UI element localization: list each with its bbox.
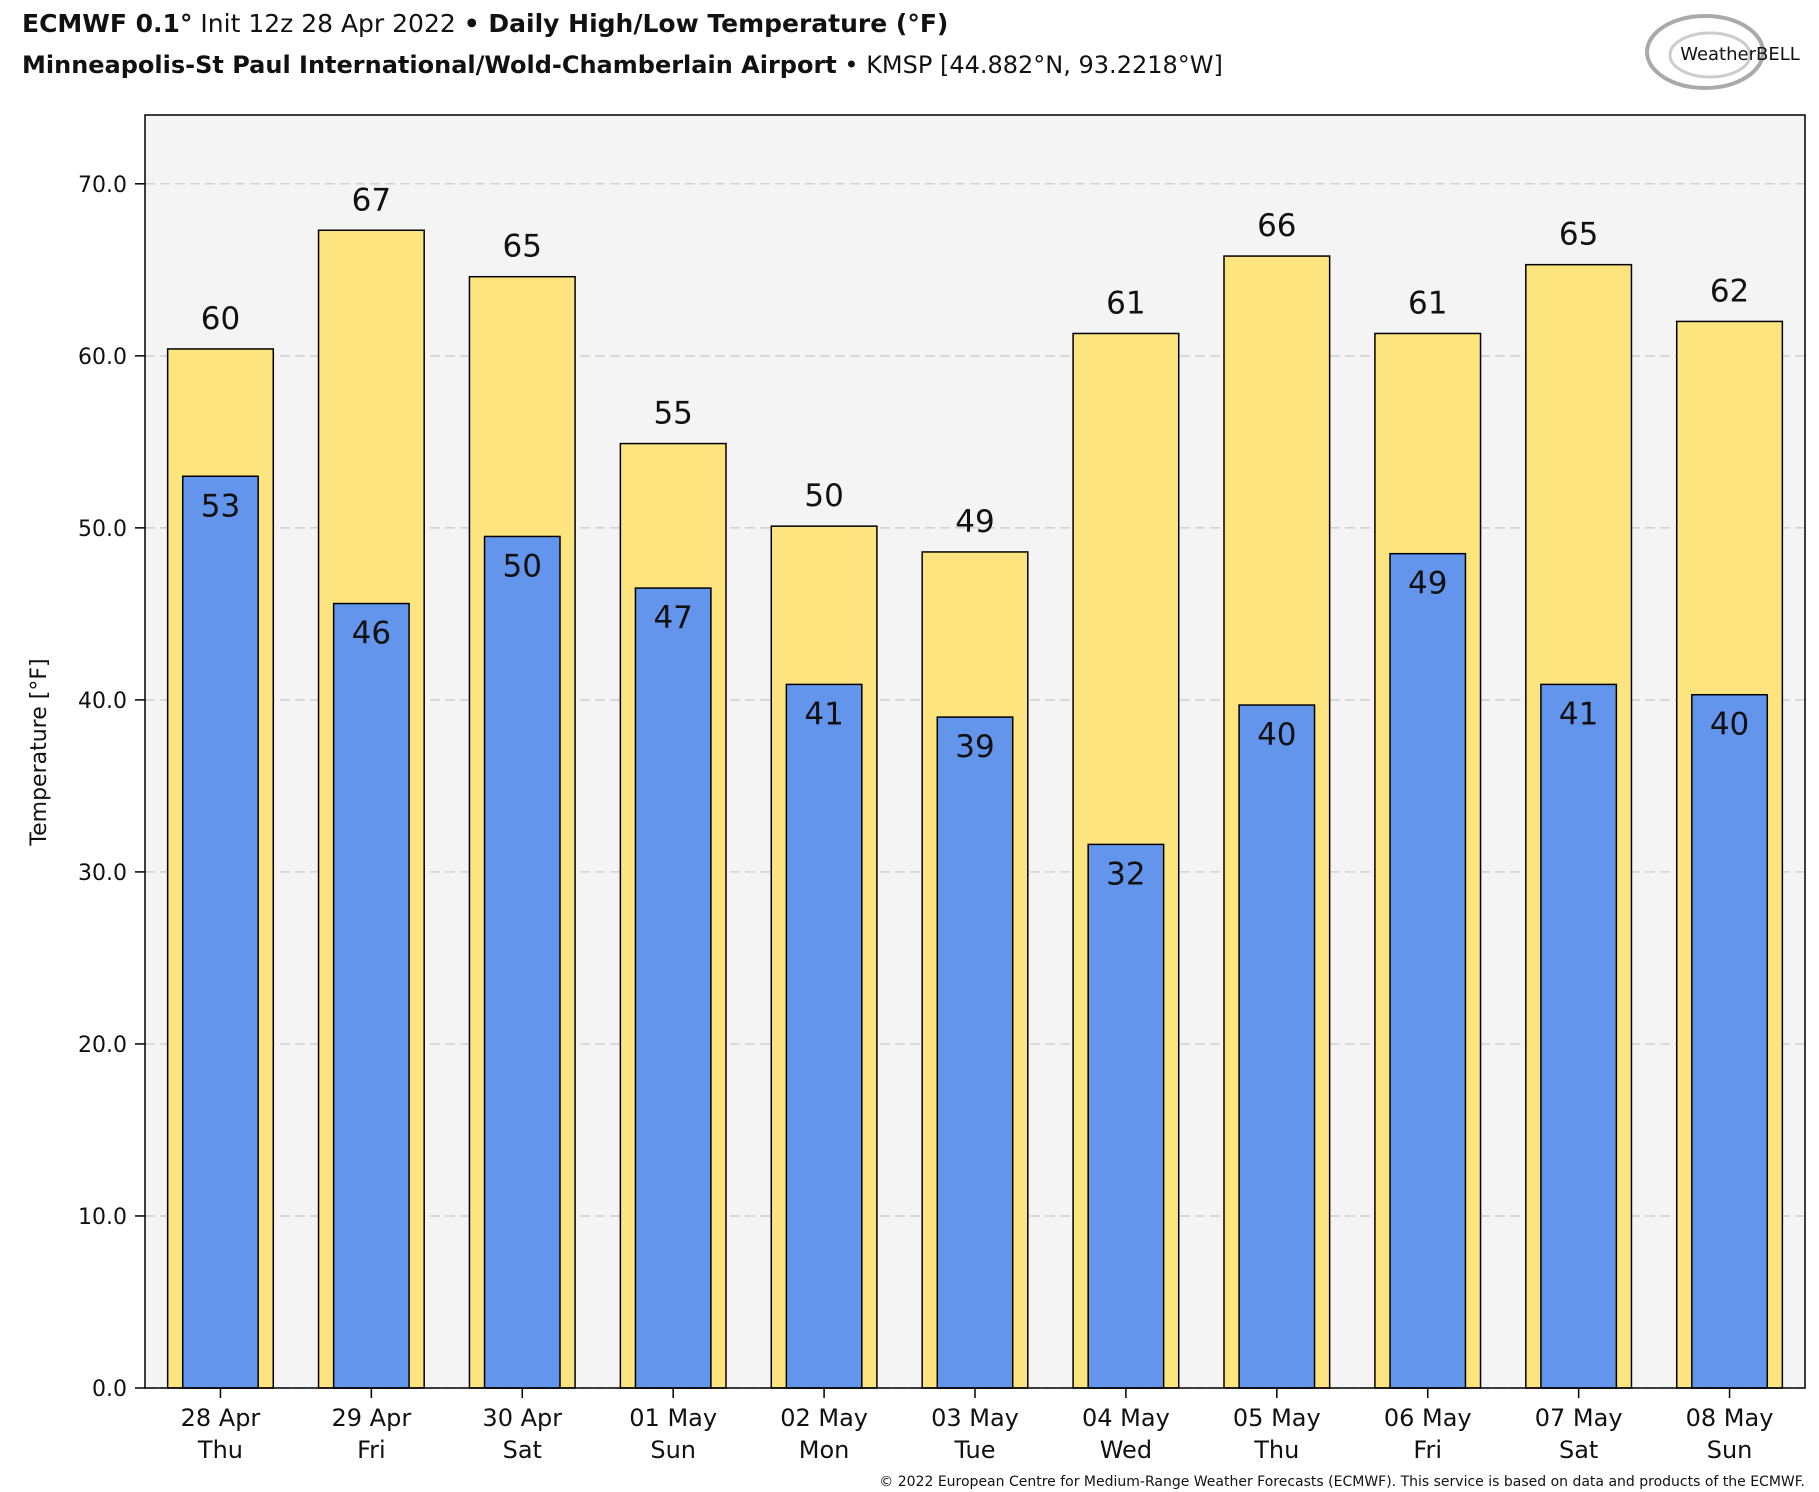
plot-frame: [144, 114, 1806, 1389]
y-tick-label: 30.0: [78, 861, 127, 886]
y-tick-label: 60.0: [78, 345, 127, 370]
value-label: 49: [955, 504, 994, 540]
x-tick-weekday: Tue: [954, 1436, 996, 1464]
value-label: 55: [653, 396, 692, 432]
x-tick-weekday: Thu: [1253, 1436, 1299, 1464]
value-label: 60: [201, 301, 240, 337]
subtitle-part: Minneapolis-St Paul International/Wold-C…: [22, 51, 837, 79]
bar: [483, 535, 561, 1389]
x-tick-label: 07 May: [1535, 1404, 1623, 1432]
x-tick-weekday: Sat: [1559, 1436, 1598, 1464]
subtitle-part: KMSP [44.882°N, 93.2218°W]: [866, 51, 1223, 79]
y-tick-label: 70.0: [78, 173, 127, 198]
y-tick-label: 40.0: [78, 689, 127, 714]
x-tick-label: 06 May: [1384, 1404, 1472, 1432]
value-label: 50: [503, 548, 542, 584]
value-label: 61: [1408, 285, 1447, 321]
x-tick-weekday: Thu: [197, 1436, 243, 1464]
bar: [1087, 843, 1165, 1389]
y-axis-label: Temperature [°F]: [27, 658, 52, 846]
x-tick-label: 29 Apr: [332, 1404, 412, 1432]
x-tick-weekday: Fri: [1413, 1436, 1442, 1464]
footer: © 2022 European Centre for Medium-Range …: [879, 1474, 1805, 1490]
title-part: Init 12z 28 Apr 2022: [192, 9, 463, 38]
value-label: 66: [1257, 208, 1296, 244]
bar: [1540, 683, 1618, 1389]
x-tick-label: 03 May: [931, 1404, 1019, 1432]
x-tick-weekday: Wed: [1100, 1436, 1152, 1464]
value-label: 50: [804, 478, 843, 514]
value-label: 61: [1106, 285, 1145, 321]
bar: [332, 602, 410, 1389]
y-tick-label: 0.0: [92, 1377, 127, 1402]
bar: [181, 475, 259, 1389]
value-label: 53: [201, 488, 240, 524]
x-tick-weekday: Sun: [650, 1436, 696, 1464]
value-label: 47: [653, 600, 692, 636]
x-tick-weekday: Sun: [1707, 1436, 1753, 1464]
plot: 60 67 65 55 50 49 61 66 61 65 62 53 46 50 47 41 39 32 40 49…: [145, 182, 1805, 1389]
subtitle-part: •: [837, 51, 866, 79]
y-tick-label: 50.0: [78, 517, 127, 542]
x-tick-weekday: Mon: [799, 1436, 850, 1464]
bar: [1238, 704, 1316, 1389]
value-label: 65: [503, 229, 542, 265]
value-label: 46: [352, 616, 391, 652]
value-label: 41: [1559, 696, 1598, 732]
value-label: 62: [1710, 273, 1749, 309]
bar: [785, 683, 863, 1389]
x-tick-label: 01 May: [629, 1404, 717, 1432]
value-label: 67: [352, 182, 391, 218]
logo-text: WeatherBELL: [1680, 44, 1800, 65]
bar: [634, 587, 712, 1389]
y-tick-label: 20.0: [78, 1033, 127, 1058]
value-label: 49: [1408, 566, 1447, 602]
logo: WeatherBELL: [1645, 14, 1800, 90]
value-label: 32: [1106, 856, 1145, 892]
title-part: ECMWF 0.1°: [22, 9, 192, 38]
x-tick-weekday: Sat: [503, 1436, 542, 1464]
value-label: 40: [1710, 707, 1749, 743]
x-tick-label: 05 May: [1233, 1404, 1321, 1432]
x-tick-label: 30 Apr: [482, 1404, 562, 1432]
value-label: 41: [804, 696, 843, 732]
x-tick-label: 28 Apr: [181, 1404, 261, 1432]
bar: [1389, 552, 1467, 1389]
bar: [1691, 693, 1769, 1389]
chart-title: ECMWF 0.1° Init 12z 28 Apr 2022 • Daily …: [22, 9, 948, 38]
y-tick-label: 10.0: [78, 1205, 127, 1230]
x-tick-weekday: Fri: [357, 1436, 386, 1464]
value-label: 40: [1257, 717, 1296, 753]
x-tick-label: 08 May: [1686, 1404, 1774, 1432]
x-tick-label: 02 May: [780, 1404, 868, 1432]
value-label: 65: [1559, 217, 1598, 253]
value-label: 39: [955, 729, 994, 765]
bar: [936, 716, 1014, 1389]
x-tick-label: 04 May: [1082, 1404, 1170, 1432]
title-part: •: [464, 9, 480, 38]
chart-subtitle: Minneapolis-St Paul International/Wold-C…: [22, 51, 1223, 79]
title-part: Daily High/Low Temperature (°F): [480, 9, 949, 38]
